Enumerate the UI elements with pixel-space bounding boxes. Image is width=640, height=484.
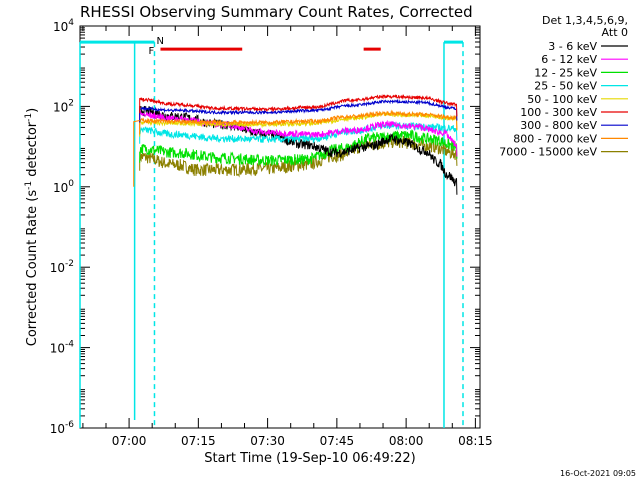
- series-line-2: [139, 129, 458, 166]
- legend-header-attenuator: Att 0: [602, 26, 628, 39]
- legend-label: 50 - 100 keV: [527, 93, 597, 106]
- night-annotation: N: [156, 36, 163, 47]
- series-line-6: [139, 98, 458, 123]
- y-axis-label: Corrected Count Rate (s-1 detector-1): [24, 108, 40, 346]
- series-line-5: [139, 93, 458, 117]
- series-line-8: [139, 135, 458, 178]
- legend-label: 100 - 300 keV: [520, 106, 597, 119]
- y-tick-label: 102: [53, 98, 74, 114]
- y-tick-label: 10-6: [50, 420, 75, 436]
- y-tick-label: 10-2: [50, 259, 74, 275]
- x-tick-label: 08:00: [389, 434, 424, 448]
- legend-label: 3 - 6 keV: [548, 40, 597, 53]
- legend-label: 25 - 50 keV: [534, 80, 597, 93]
- y-tick-label: 104: [53, 18, 74, 34]
- x-tick-label: 07:45: [320, 434, 355, 448]
- x-axis-label: Start Time (19-Sep-10 06:49:22): [204, 451, 415, 466]
- legend-label: 12 - 25 keV: [534, 66, 597, 79]
- x-tick-label: 07:30: [250, 434, 285, 448]
- x-tick-label: 07:00: [112, 434, 147, 448]
- x-tick-label: 07:15: [181, 434, 216, 448]
- flare-annotation: F: [148, 46, 154, 57]
- legend-label: 6 - 12 keV: [541, 53, 597, 66]
- series-line-0: [139, 105, 458, 195]
- legend-label: 800 - 7000 keV: [513, 132, 597, 145]
- legend-label: 7000 - 15000 keV: [499, 146, 597, 159]
- y-tick-label: 10-4: [50, 340, 75, 356]
- y-tick-label: 100: [53, 179, 74, 195]
- generation-timestamp: 16-Oct-2021 09:05: [560, 469, 636, 478]
- series-line-1: [139, 109, 458, 157]
- plot-frame: [79, 25, 481, 429]
- series-line-7: [139, 109, 458, 135]
- x-tick-label: 08:15: [458, 434, 493, 448]
- legend-header-detectors: Det 1,3,4,5,6,9,: [542, 14, 628, 27]
- chart-title: RHESSI Observing Summary Count Rates, Co…: [80, 3, 473, 21]
- series-line-start: [133, 120, 140, 187]
- legend-label: 300 - 800 keV: [520, 119, 597, 132]
